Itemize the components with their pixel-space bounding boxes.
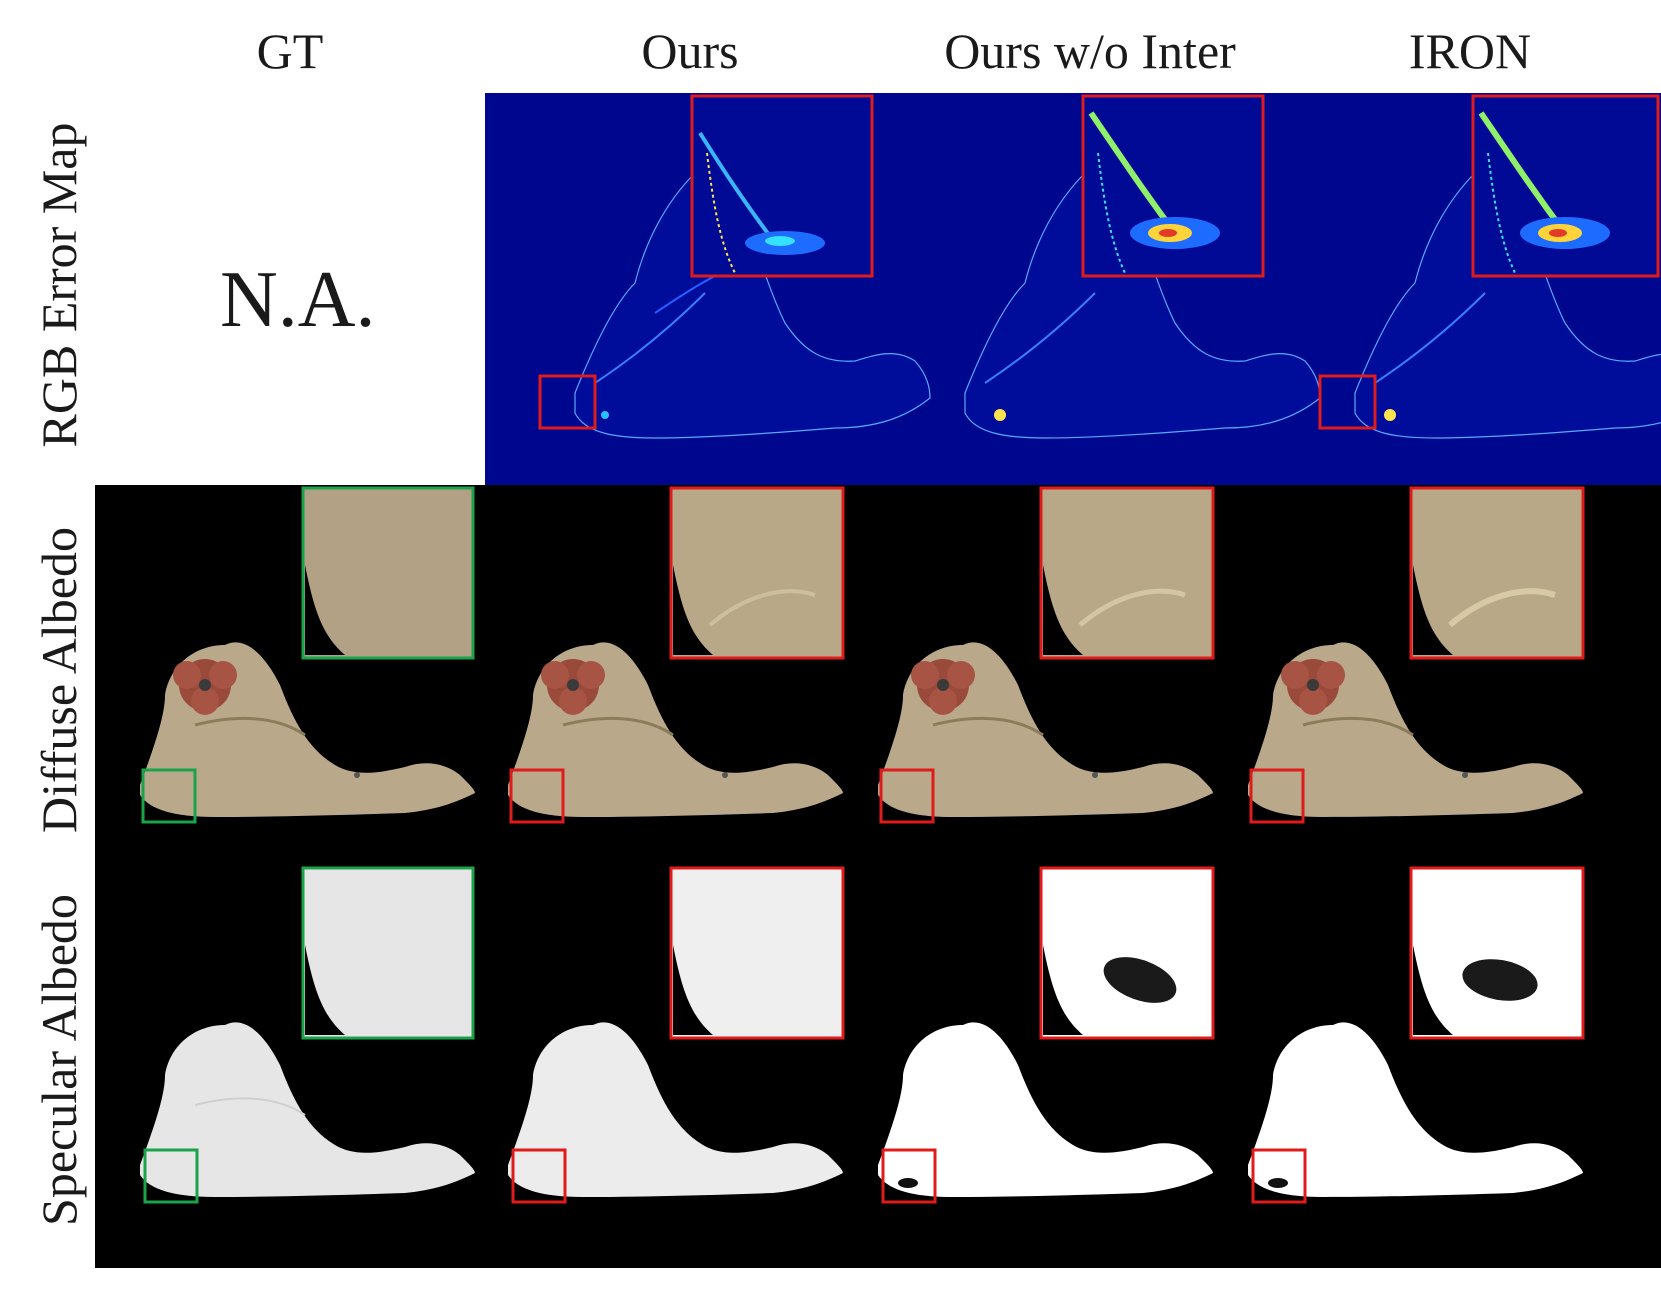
diffuse-gt-zoom: [301, 486, 475, 660]
albedo-panel: [95, 485, 1661, 1268]
error-wo-inter-zoom: [1081, 94, 1265, 278]
specular-iron-zoom: [1409, 866, 1585, 1040]
column-header-gt: GT: [256, 23, 324, 79]
na-placeholder: N.A.: [220, 256, 376, 344]
error-iron-zoom: [1471, 94, 1660, 278]
diffuse-ours-zoom: [669, 486, 845, 660]
specular-gt-zoom: [301, 866, 475, 1040]
diffuse-ours-render: [508, 642, 843, 817]
specular-iron-render: [1248, 1022, 1583, 1197]
diffuse-ours-box-small: [509, 768, 565, 824]
specular-gt-box-small: [143, 1148, 199, 1204]
diffuse-gt-render: [140, 642, 475, 817]
column-header-iron: IRON: [1408, 23, 1532, 79]
column-header-ours: Ours: [641, 23, 739, 79]
specular-gt-render: [140, 1022, 475, 1197]
error-iron-box-small: [1318, 374, 1377, 430]
diffuse-iron-box-small: [1249, 768, 1305, 824]
row-header-specular-albedo: Specular Albedo: [31, 894, 87, 1226]
specular-ours-zoom: [669, 866, 845, 1040]
error-ours-zoom: [690, 94, 874, 278]
row-header-rgb-error-map: RGB Error Map: [31, 122, 87, 448]
diffuse-wo-inter-zoom: [1039, 486, 1215, 660]
diffuse-gt-box-small: [141, 768, 197, 824]
diffuse-wo-inter-box-small: [879, 768, 935, 824]
diffuse-wo-inter-render: [878, 642, 1213, 817]
diffuse-iron-zoom: [1409, 486, 1585, 660]
specular-iron-box-small: [1251, 1148, 1307, 1204]
specular-wo-inter-zoom: [1039, 866, 1215, 1040]
specular-ours-box-small: [511, 1148, 567, 1204]
error-map-panel: [485, 93, 1661, 485]
specular-wo-inter-render: [878, 1022, 1213, 1197]
error-ours-box-small: [538, 374, 597, 430]
error-wo-inter-silhouette: [964, 169, 1321, 439]
error-iron-silhouette: [1354, 169, 1661, 439]
specular-wo-inter-box-small: [881, 1148, 937, 1204]
specular-ours-render: [508, 1022, 843, 1197]
column-header-ours-wo-inter: Ours w/o Inter: [944, 23, 1236, 79]
diffuse-iron-render: [1248, 642, 1583, 817]
row-header-diffuse-albedo: Diffuse Albedo: [31, 527, 87, 833]
